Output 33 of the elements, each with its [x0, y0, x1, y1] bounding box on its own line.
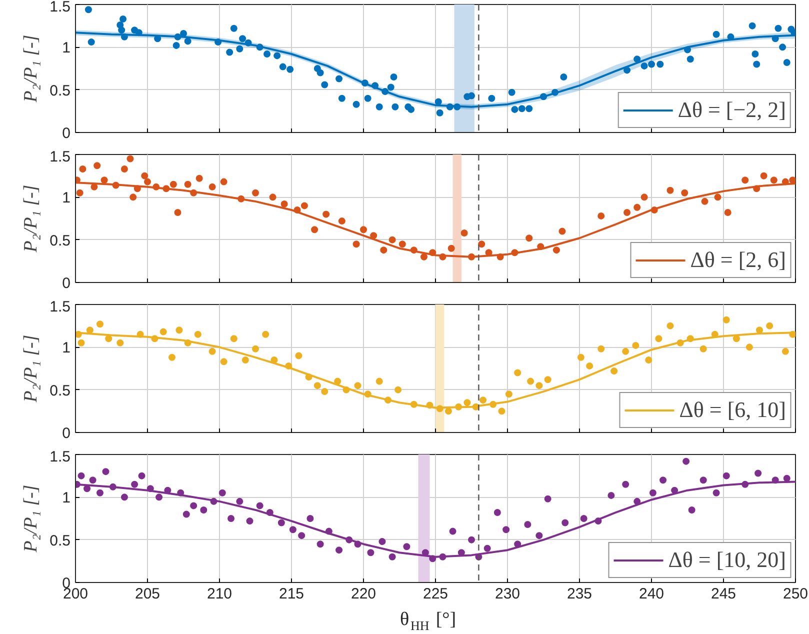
y-tick-label: 0.5 — [50, 232, 71, 250]
x-tick-label: 220 — [350, 586, 376, 602]
x-tick-label: 235 — [566, 586, 592, 602]
x-tick-label: 250 — [782, 586, 808, 602]
y-tick-label: 0.5 — [50, 82, 71, 100]
y-tick-label: 0 — [62, 275, 70, 292]
y-tick-label: 1.5 — [50, 0, 71, 16]
y-tick-label: 0.5 — [50, 532, 71, 550]
y-tick-label: 1 — [62, 190, 70, 207]
x-tick-label: 245 — [710, 586, 736, 602]
y-tick-label: 0 — [62, 425, 70, 442]
y-axis-title: P₂/P₁ [-] — [20, 184, 42, 254]
y-axis-title: P₂/P₁ [-] — [20, 334, 42, 404]
x-tick-label: 210 — [206, 586, 232, 602]
x-tick-label: 230 — [494, 586, 520, 602]
x-tick-label: 240 — [638, 586, 664, 602]
y-tick-label: 0 — [62, 125, 70, 142]
legend-label: Δθ = [2, 6] — [690, 247, 786, 273]
legend-label: Δθ = [10, 20] — [668, 547, 786, 573]
y-tick-label: 0.5 — [50, 382, 71, 400]
y-tick-label: 1 — [62, 490, 70, 507]
y-tick-label: 1.5 — [50, 148, 71, 166]
y-tick-label: 1.5 — [50, 448, 71, 466]
y-tick-label: 1.5 — [50, 298, 71, 316]
x-tick-label: 225 — [422, 586, 448, 602]
y-tick-label: 1 — [62, 40, 70, 57]
x-tick-label: 205 — [134, 586, 160, 602]
y-tick-label: 1 — [62, 340, 70, 357]
y-axis-title: P₂/P₁ [-] — [20, 484, 42, 554]
y-axis-title: P₂/P₁ [-] — [20, 34, 42, 104]
x-tick-label: 215 — [278, 586, 304, 602]
legend-label: Δθ = [−2, 2] — [678, 97, 786, 123]
legend-label: Δθ = [6, 10] — [679, 397, 786, 423]
